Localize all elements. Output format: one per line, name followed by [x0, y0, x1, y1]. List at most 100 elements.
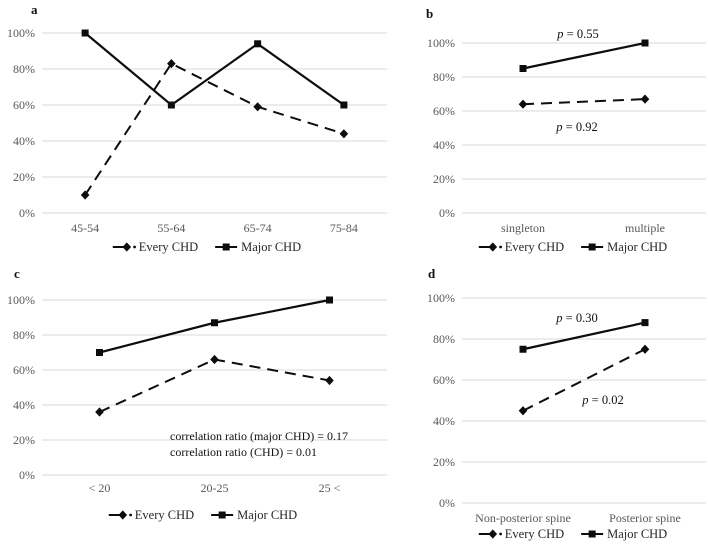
legend: Every CHD Major CHD	[108, 508, 297, 522]
legend-label-every-chd: Every CHD	[505, 240, 564, 254]
diamond-marker-icon	[325, 375, 334, 386]
legend: Every CHD Major CHD	[478, 527, 667, 541]
square-marker-icon	[326, 296, 333, 304]
square-marker-icon	[519, 65, 527, 72]
x-category-label: 75-84	[330, 221, 358, 235]
legend-label-major-chd: Major CHD	[237, 508, 297, 522]
panel-letter-c: c	[14, 266, 20, 281]
diamond-marker-icon	[80, 190, 90, 200]
legend-label-major-chd: Major CHD	[241, 240, 301, 254]
legend-dash-dot-icon	[129, 513, 132, 517]
diamond-marker-icon	[122, 242, 132, 252]
square-marker-icon	[211, 319, 218, 327]
series-line-every-chd	[522, 98, 646, 106]
x-category-label: 55-64	[157, 221, 185, 235]
y-tick-label: 80%	[13, 62, 35, 76]
panel-d: d 0% 20% 40% 60% 80% 100% Non-posterior spine Po…	[427, 266, 706, 541]
panel-letter-d: d	[428, 266, 436, 281]
diamond-marker-icon	[640, 94, 650, 104]
y-tick-label: 0%	[19, 468, 35, 482]
x-category-label: 25 <	[319, 481, 341, 495]
diamond-marker-icon	[253, 102, 262, 112]
x-category-label: Posterior spine	[609, 511, 681, 525]
x-category-label: 65-74	[244, 221, 272, 235]
series-line-every-chd	[99, 358, 330, 413]
y-tick-label: 100%	[7, 293, 35, 307]
square-marker-icon	[641, 319, 649, 327]
diamond-marker-icon	[518, 406, 528, 416]
annotation-p-0-92: p = 0.92	[555, 120, 597, 134]
legend-label-every-chd: Every CHD	[135, 508, 194, 522]
y-tick-label: 0%	[439, 496, 455, 510]
legend-label-major-chd: Major CHD	[607, 527, 667, 541]
y-tick-label: 60%	[433, 104, 455, 118]
y-tick-label: 0%	[439, 206, 455, 220]
series-line-every-chd	[522, 348, 646, 412]
y-tick-label: 40%	[13, 398, 35, 412]
y-tick-label: 40%	[433, 138, 455, 152]
legend-label-major-chd: Major CHD	[607, 240, 667, 254]
y-tick-label: 60%	[433, 373, 455, 387]
legend-dash-dot-icon	[499, 532, 502, 536]
diamond-marker-icon	[118, 510, 128, 520]
series-line-major-chd	[522, 321, 646, 351]
diamond-marker-icon	[167, 59, 176, 69]
square-marker-icon	[81, 29, 89, 37]
y-tick-label: 40%	[433, 414, 455, 428]
annotation-correlation-ratio-major-chd-0-17: correlation ratio (major CHD) = 0.17	[170, 429, 348, 443]
annotation-p-0-55: p = 0.55	[556, 27, 598, 41]
panel-b: b 0% 20% 40% 60% 80% 100% singleton multiple p = …	[426, 6, 706, 254]
x-category-label: multiple	[625, 221, 665, 235]
legend: Every CHD Major CHD	[112, 240, 301, 254]
diamond-marker-icon	[339, 129, 349, 139]
y-tick-label: 20%	[13, 433, 35, 447]
y-tick-label: 100%	[427, 291, 455, 305]
x-category-label: 45-54	[71, 221, 99, 235]
x-category-label: < 20	[89, 481, 111, 495]
panel-a: a 0% 20% 40% 60% 80% 100% 45-54 55-64 65-74 75-84 E…	[7, 2, 387, 254]
y-tick-label: 20%	[13, 170, 35, 184]
square-marker-icon	[641, 39, 649, 47]
square-marker-icon	[96, 349, 103, 356]
y-tick-label: 80%	[13, 328, 35, 342]
square-marker-icon	[519, 345, 527, 353]
y-tick-label: 100%	[7, 26, 35, 40]
panel-letter-a: a	[31, 2, 38, 17]
x-category-label: singleton	[501, 221, 545, 235]
x-category-label: 20-25	[201, 481, 229, 495]
legend-label-every-chd: Every CHD	[139, 240, 198, 254]
panel-c: c 0% 20% 40% 60% 80% 100% < 20 20-25 25 < correlat…	[7, 266, 387, 522]
panel-letter-b: b	[426, 6, 433, 21]
y-tick-label: 40%	[13, 134, 35, 148]
diamond-marker-icon	[488, 242, 498, 252]
square-marker-icon	[588, 530, 596, 538]
y-tick-label: 80%	[433, 332, 455, 346]
series-line-every-chd	[84, 62, 345, 196]
diamond-marker-icon	[640, 344, 650, 354]
annotation-p-0-30: p = 0.30	[555, 311, 597, 325]
series-line-major-chd	[522, 41, 646, 70]
y-tick-label: 100%	[427, 36, 455, 50]
y-tick-label: 20%	[433, 455, 455, 469]
square-marker-icon	[167, 101, 175, 109]
square-marker-icon	[340, 101, 348, 109]
legend-dash-dot-icon	[133, 245, 136, 249]
legend-dash-dot-icon	[499, 245, 502, 249]
y-tick-label: 20%	[433, 172, 455, 186]
annotation-p-0-02: p = 0.02	[581, 393, 623, 407]
y-tick-label: 60%	[13, 363, 35, 377]
diamond-marker-icon	[95, 407, 104, 417]
legend: Every CHD Major CHD	[478, 240, 667, 254]
y-tick-label: 0%	[19, 206, 35, 220]
square-marker-icon	[254, 40, 262, 48]
y-tick-label: 80%	[433, 70, 455, 84]
diamond-marker-icon	[488, 529, 498, 539]
square-marker-icon	[588, 243, 596, 251]
annotation-correlation-ratio-chd-0-01: correlation ratio (CHD) = 0.01	[170, 445, 317, 459]
y-tick-label: 60%	[13, 98, 35, 112]
legend-label-every-chd: Every CHD	[505, 527, 564, 541]
x-category-label: Non-posterior spine	[475, 511, 571, 525]
series-line-major-chd	[84, 32, 345, 107]
